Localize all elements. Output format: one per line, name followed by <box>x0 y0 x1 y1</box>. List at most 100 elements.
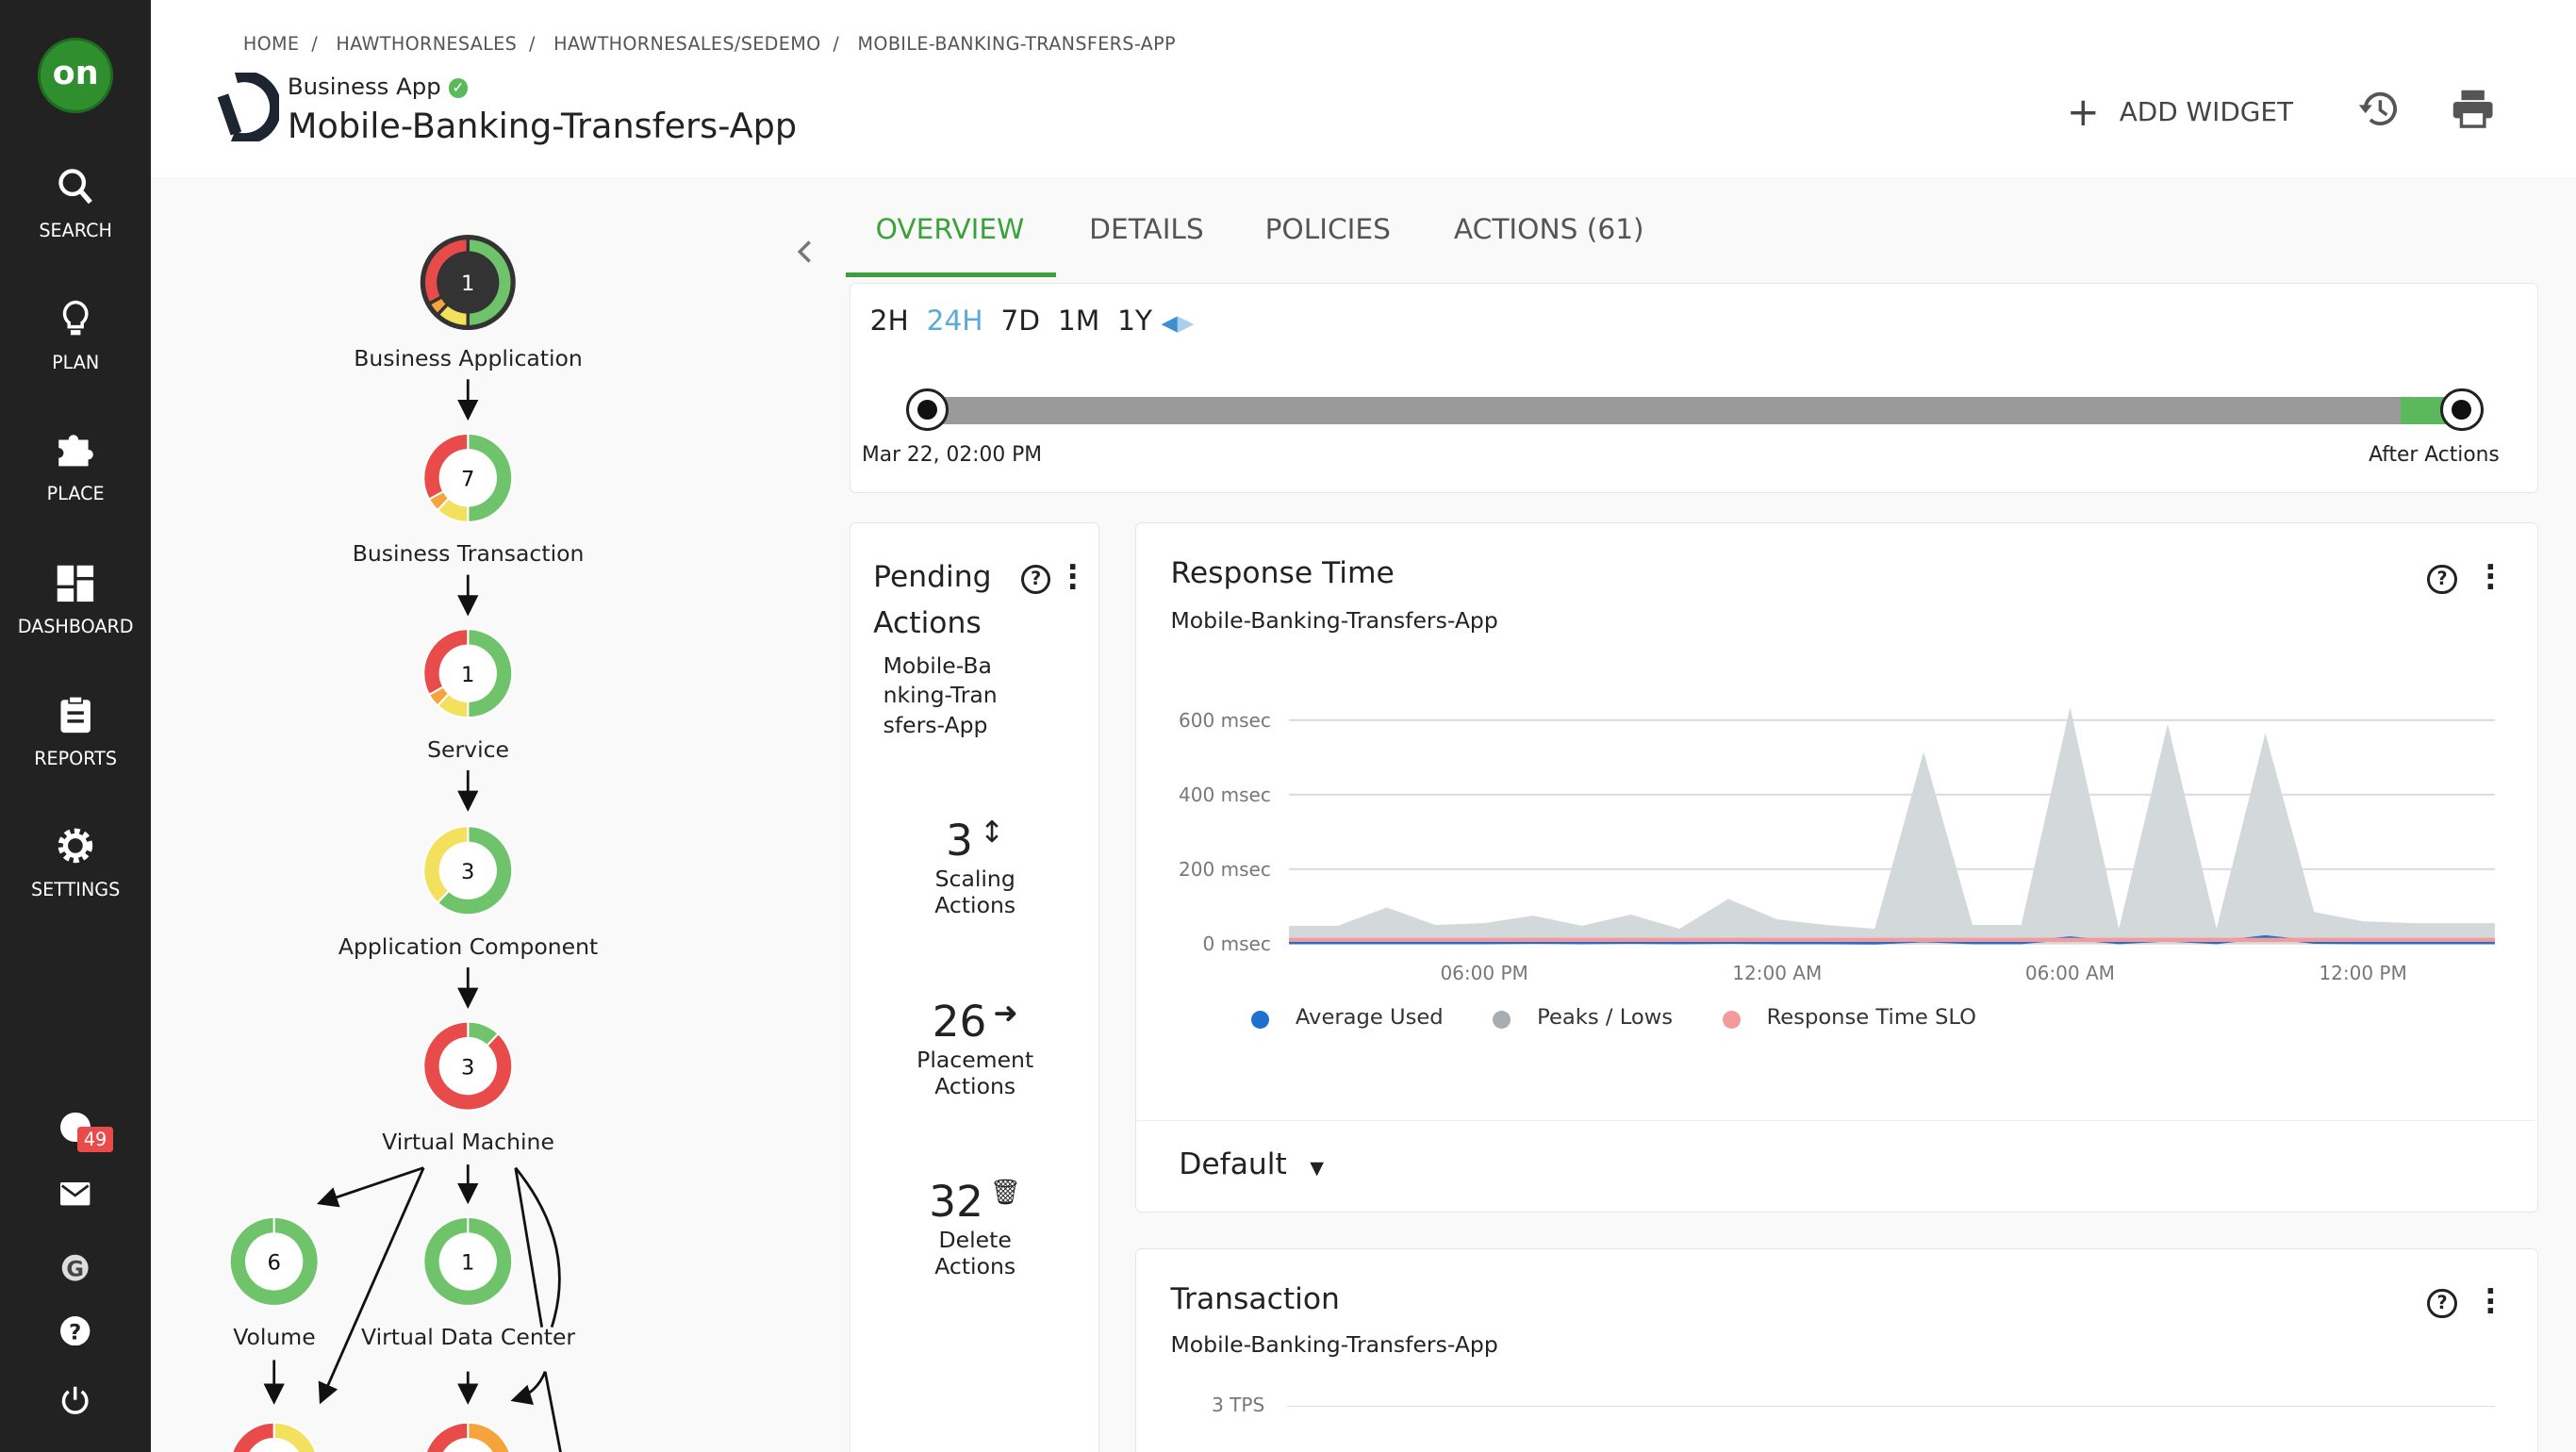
timeline-start-handle[interactable] <box>906 388 949 432</box>
topology-edge <box>514 1166 562 1328</box>
sidebar-item-place[interactable]: PLACE <box>0 430 151 504</box>
topology-node-label[interactable]: Business Transaction <box>352 540 585 568</box>
range-1y[interactable]: 1Y <box>1117 305 1153 338</box>
tab-actions[interactable]: ACTIONS (61) <box>1453 213 1644 246</box>
health-segment-green <box>467 432 514 524</box>
topology-node[interactable]: 1 <box>422 628 514 719</box>
response-time-card: Response Time Mobile-Banking-Transfers-A… <box>1134 522 2538 1213</box>
topology-node[interactable]: 6 <box>228 1215 321 1308</box>
topology-node[interactable] <box>230 1421 319 1452</box>
range-prev-icon[interactable]: ◀ <box>1161 311 1178 337</box>
timeline-end-handle[interactable] <box>2440 388 2484 432</box>
more-menu-icon[interactable]: · · · <box>1066 550 1079 604</box>
health-segment-red <box>422 432 470 502</box>
legend-peaks-lows[interactable]: Peaks / Lows <box>1537 1004 1674 1030</box>
placement-actions-stat[interactable]: 26 ➜ Placement Actions <box>916 996 1034 1099</box>
add-widget-button[interactable]: + ADD WIDGET <box>2066 89 2293 136</box>
node-count: 1 <box>461 663 474 687</box>
health-segment-green <box>467 628 514 719</box>
topology-node[interactable]: 1 <box>421 235 517 331</box>
help-icon[interactable]: ? <box>2427 1288 2457 1319</box>
topology-node-label[interactable]: Volume <box>233 1324 316 1351</box>
more-menu-icon[interactable]: · · · <box>2485 550 2497 604</box>
range-2h[interactable]: 2H <box>869 305 909 338</box>
entity-type: Business App ✓ <box>288 73 469 100</box>
topology-node[interactable]: 1 <box>422 1215 514 1308</box>
legend-response-time-slo[interactable]: Response Time SLO <box>1766 1004 1976 1030</box>
series-peaks-lows-area <box>1288 707 2495 945</box>
topology-node[interactable] <box>424 1421 513 1452</box>
arrow-right-icon: ➜ <box>993 996 1018 1031</box>
topology-node-label[interactable]: Application Component <box>338 932 599 960</box>
health-segment-yellow <box>272 1421 318 1452</box>
history-icon[interactable] <box>2357 89 2400 128</box>
sidebar-item-settings[interactable]: SETTINGS <box>0 826 151 900</box>
topology-node-label[interactable]: Virtual Machine <box>382 1128 554 1155</box>
health-segment-orange <box>467 1421 511 1452</box>
range-24h[interactable]: 24H <box>926 305 983 338</box>
breadcrumb-item[interactable]: HAWTHORNESALES <box>336 32 518 55</box>
sidebar-item-search[interactable]: SEARCH <box>0 168 151 242</box>
mail-icon[interactable] <box>60 1182 91 1206</box>
more-menu-icon[interactable]: · · · <box>2485 1275 2497 1329</box>
help-icon[interactable]: ? <box>2427 564 2457 594</box>
timeline-slider-track[interactable] <box>929 396 2461 425</box>
x-tick-label: 12:00 AM <box>1732 962 1822 984</box>
breadcrumb-current: MOBILE-BANKING-TRANSFERS-APP <box>857 32 1176 55</box>
x-tick-label: 06:00 PM <box>1440 962 1527 984</box>
gridline <box>1287 1405 2495 1408</box>
scaling-actions-stat[interactable]: 3 ↕ Scaling Actions <box>934 816 1016 919</box>
health-segment-green <box>422 1215 514 1308</box>
power-icon[interactable] <box>60 1385 90 1414</box>
widget-subtitle: Mobile-Banking-Transfers-App <box>1170 1331 1498 1359</box>
tab-details[interactable]: DETAILS <box>1089 213 1204 246</box>
topology-node-label[interactable]: Service <box>427 735 510 763</box>
timeline-start-label: Mar 22, 02:00 PM <box>861 442 1043 467</box>
legend-average-used[interactable]: Average Used <box>1295 1004 1444 1030</box>
notification-badge: 49 <box>76 1127 114 1152</box>
breadcrumb-item[interactable]: HAWTHORNESALES/SEDEMO <box>553 32 821 55</box>
scope-dropdown[interactable]: Default ▼ <box>1179 1147 1324 1182</box>
health-segment-green <box>228 1215 321 1308</box>
range-1m[interactable]: 1M <box>1057 305 1100 338</box>
timeline-end-label: After Actions <box>2369 442 2500 467</box>
node-count: 7 <box>461 468 474 492</box>
help-icon[interactable]: ? <box>1020 564 1051 594</box>
logo[interactable]: on <box>38 38 114 114</box>
g-icon[interactable]: G <box>60 1253 90 1282</box>
legend-dot-peaks-lows <box>1493 1010 1511 1029</box>
sidebar-item-plan[interactable]: PLAN <box>0 299 151 373</box>
topology-node[interactable]: 3 <box>422 1020 514 1112</box>
range-7d[interactable]: 7D <box>1000 305 1041 338</box>
dashboard-icon <box>57 565 94 602</box>
x-tick-label: 06:00 AM <box>2025 962 2115 984</box>
collapse-chevron-icon[interactable] <box>795 239 815 265</box>
delete-actions-stat[interactable]: 32 🗑 Delete Actions <box>929 1177 1022 1280</box>
topology-edge <box>514 1167 544 1328</box>
sidebar-label: REPORTS <box>34 747 118 769</box>
range-next-icon[interactable]: ▶ <box>1177 311 1195 337</box>
clipboard-icon <box>60 695 91 734</box>
print-icon[interactable] <box>2452 89 2494 128</box>
sidebar-label: SEARCH <box>39 220 112 242</box>
pending-actions-card: Pending Actions ? · · · Mobile-Banking-Tra… <box>849 522 1099 1452</box>
topology-node[interactable]: 3 <box>422 825 514 916</box>
help-icon[interactable]: ? <box>60 1315 91 1345</box>
topology-node[interactable]: 7 <box>422 432 514 524</box>
tab-policies[interactable]: POLICIES <box>1264 213 1391 246</box>
sidebar-label: PLACE <box>46 483 105 505</box>
pending-actions-title: Pending Actions <box>873 560 992 640</box>
verified-check-icon: ✓ <box>448 77 469 98</box>
breadcrumb-home[interactable]: HOME <box>242 32 300 55</box>
sidebar-label: SETTINGS <box>30 879 121 901</box>
topology-edge <box>319 1167 425 1405</box>
lightbulb-icon <box>62 300 89 336</box>
sidebar-item-reports[interactable]: REPORTS <box>0 695 151 769</box>
topology-node-label[interactable]: Business Application <box>354 344 583 371</box>
topology-node-label[interactable]: Virtual Data Center <box>361 1324 576 1351</box>
tab-overview[interactable]: OVERVIEW <box>875 213 1025 246</box>
transaction-card: Transaction Mobile-Banking-Transfers-App… <box>1134 1248 2538 1452</box>
puzzle-icon <box>58 435 94 467</box>
sidebar-item-dashboard[interactable]: DASHBOARD <box>0 564 151 637</box>
